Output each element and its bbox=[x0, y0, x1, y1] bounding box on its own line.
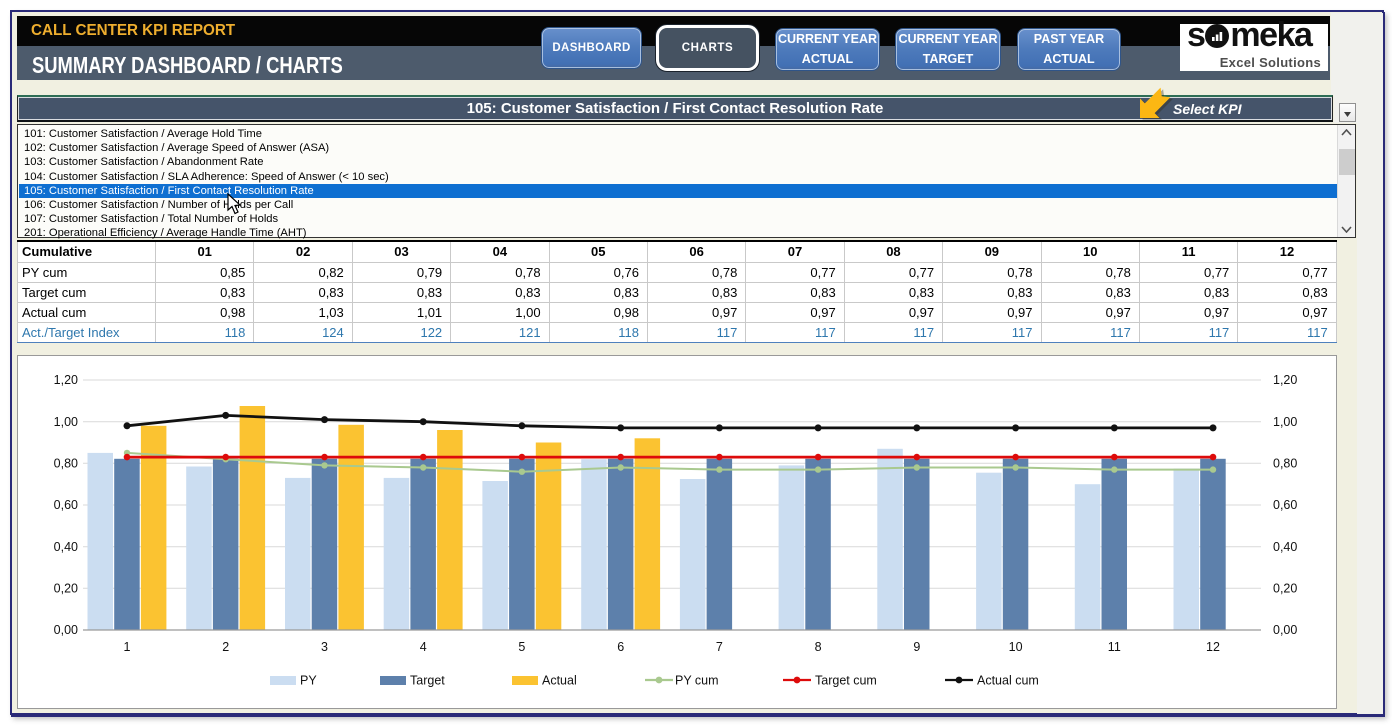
svg-text:1,00: 1,00 bbox=[1273, 415, 1297, 429]
svg-text:Actual: Actual bbox=[542, 674, 577, 688]
svg-text:1: 1 bbox=[124, 640, 131, 654]
svg-text:Target cum: Target cum bbox=[815, 674, 877, 688]
svg-text:0,60: 0,60 bbox=[1273, 498, 1297, 512]
svg-text:1,20: 1,20 bbox=[1273, 373, 1297, 387]
svg-text:0,20: 0,20 bbox=[1273, 582, 1297, 596]
svg-text:8: 8 bbox=[815, 640, 822, 654]
svg-text:9: 9 bbox=[913, 640, 920, 654]
svg-text:0,80: 0,80 bbox=[1273, 457, 1297, 471]
svg-text:10: 10 bbox=[1009, 640, 1023, 654]
svg-text:Target: Target bbox=[410, 674, 445, 688]
svg-text:3: 3 bbox=[321, 640, 328, 654]
svg-text:0,00: 0,00 bbox=[54, 623, 78, 637]
svg-text:0,20: 0,20 bbox=[54, 582, 78, 596]
svg-text:0,40: 0,40 bbox=[54, 540, 78, 554]
svg-text:1,20: 1,20 bbox=[54, 373, 78, 387]
svg-text:4: 4 bbox=[420, 640, 427, 654]
svg-text:6: 6 bbox=[617, 640, 624, 654]
svg-text:1,00: 1,00 bbox=[54, 415, 78, 429]
svg-text:0,80: 0,80 bbox=[54, 457, 78, 471]
svg-text:Actual cum: Actual cum bbox=[977, 674, 1039, 688]
svg-text:7: 7 bbox=[716, 640, 723, 654]
svg-text:0,00: 0,00 bbox=[1273, 623, 1297, 637]
svg-text:0,40: 0,40 bbox=[1273, 540, 1297, 554]
svg-text:PY: PY bbox=[300, 674, 317, 688]
svg-text:2: 2 bbox=[222, 640, 229, 654]
svg-text:PY cum: PY cum bbox=[675, 674, 719, 688]
svg-text:12: 12 bbox=[1206, 640, 1220, 654]
svg-text:0,60: 0,60 bbox=[54, 498, 78, 512]
svg-text:5: 5 bbox=[518, 640, 525, 654]
svg-text:11: 11 bbox=[1108, 640, 1121, 654]
